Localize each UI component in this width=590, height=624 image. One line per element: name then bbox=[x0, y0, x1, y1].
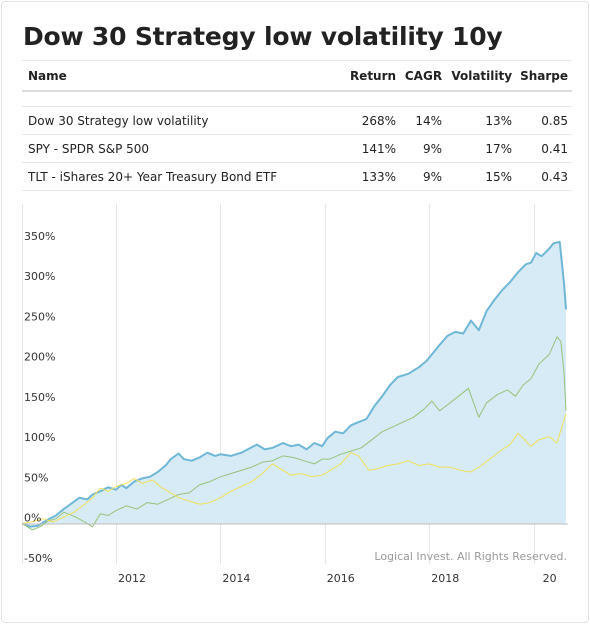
performance-chart: -50% 0% 50% 100% 150% 200% 250% 300% 350% 2012 201… bbox=[21, 204, 568, 585]
row-cagr: 9% bbox=[400, 162, 447, 191]
row-name: TLT - iShares 20+ Year Treasury Bond ETF bbox=[22, 162, 346, 191]
col-header-sharpe: Sharpe bbox=[516, 60, 572, 92]
col-header-volatility: Volatility bbox=[446, 60, 517, 92]
row-cagr: 14% bbox=[400, 106, 447, 135]
x-tick-label: 20 bbox=[543, 572, 557, 585]
chart-area-layer bbox=[22, 241, 566, 527]
row-return: 141% bbox=[345, 134, 401, 163]
series-line-tlt bbox=[21, 413, 567, 524]
watermark-text: Logical Invest. All Rights Reserved. bbox=[374, 550, 567, 563]
y-tick-label: 100% bbox=[24, 431, 55, 444]
row-return: 133% bbox=[345, 162, 401, 191]
x-tick-label: 2014 bbox=[222, 572, 250, 585]
chart-line-layer bbox=[21, 240, 567, 531]
x-tick-label: 2018 bbox=[431, 572, 459, 585]
col-header-return: Return bbox=[345, 60, 401, 92]
series-area-strategy bbox=[22, 241, 566, 527]
chart-axis-layer: -50% 0% 50% 100% 150% 200% 250% 300% 350% 2012 201… bbox=[22, 230, 568, 585]
y-tick-label: 250% bbox=[24, 310, 55, 323]
row-return: 268% bbox=[345, 106, 401, 135]
row-volatility: 15% bbox=[446, 162, 517, 191]
row-cagr: 9% bbox=[400, 134, 447, 163]
y-tick-label: 150% bbox=[24, 391, 55, 404]
y-tick-label: -50% bbox=[24, 552, 52, 565]
y-tick-label: 300% bbox=[24, 270, 55, 283]
row-name: SPY - SPDR S&P 500 bbox=[22, 134, 346, 163]
table-header-row: Name Return CAGR Volatility Sharpe bbox=[22, 60, 572, 92]
col-header-cagr: CAGR bbox=[400, 60, 447, 92]
y-tick-label: 50% bbox=[24, 471, 48, 484]
y-tick-label: 0% bbox=[24, 512, 41, 525]
x-tick-label: 2016 bbox=[327, 572, 355, 585]
row-sharpe: 0.43 bbox=[516, 162, 572, 191]
row-sharpe: 0.85 bbox=[516, 106, 572, 135]
y-tick-label: 200% bbox=[24, 351, 55, 364]
table-spacer bbox=[22, 91, 572, 107]
stats-table: Name Return CAGR Volatility Sharpe Dow 3… bbox=[22, 60, 572, 191]
col-header-name: Name bbox=[22, 60, 346, 92]
chart-title: Dow 30 Strategy low volatility 10y bbox=[23, 22, 503, 51]
table-row: SPY - SPDR S&P 500 141% 9% 17% 0.41 bbox=[22, 134, 572, 163]
row-sharpe: 0.41 bbox=[516, 134, 572, 163]
row-volatility: 13% bbox=[446, 106, 517, 135]
x-tick-label: 2012 bbox=[118, 572, 146, 585]
y-tick-label: 350% bbox=[24, 230, 55, 243]
row-volatility: 17% bbox=[446, 134, 517, 163]
series-line-spy bbox=[21, 336, 567, 531]
series-line-strategy bbox=[21, 240, 567, 528]
table-row: Dow 30 Strategy low volatility 268% 14% … bbox=[22, 106, 572, 135]
row-name: Dow 30 Strategy low volatility bbox=[22, 106, 346, 135]
table-row: TLT - iShares 20+ Year Treasury Bond ETF… bbox=[22, 162, 572, 191]
